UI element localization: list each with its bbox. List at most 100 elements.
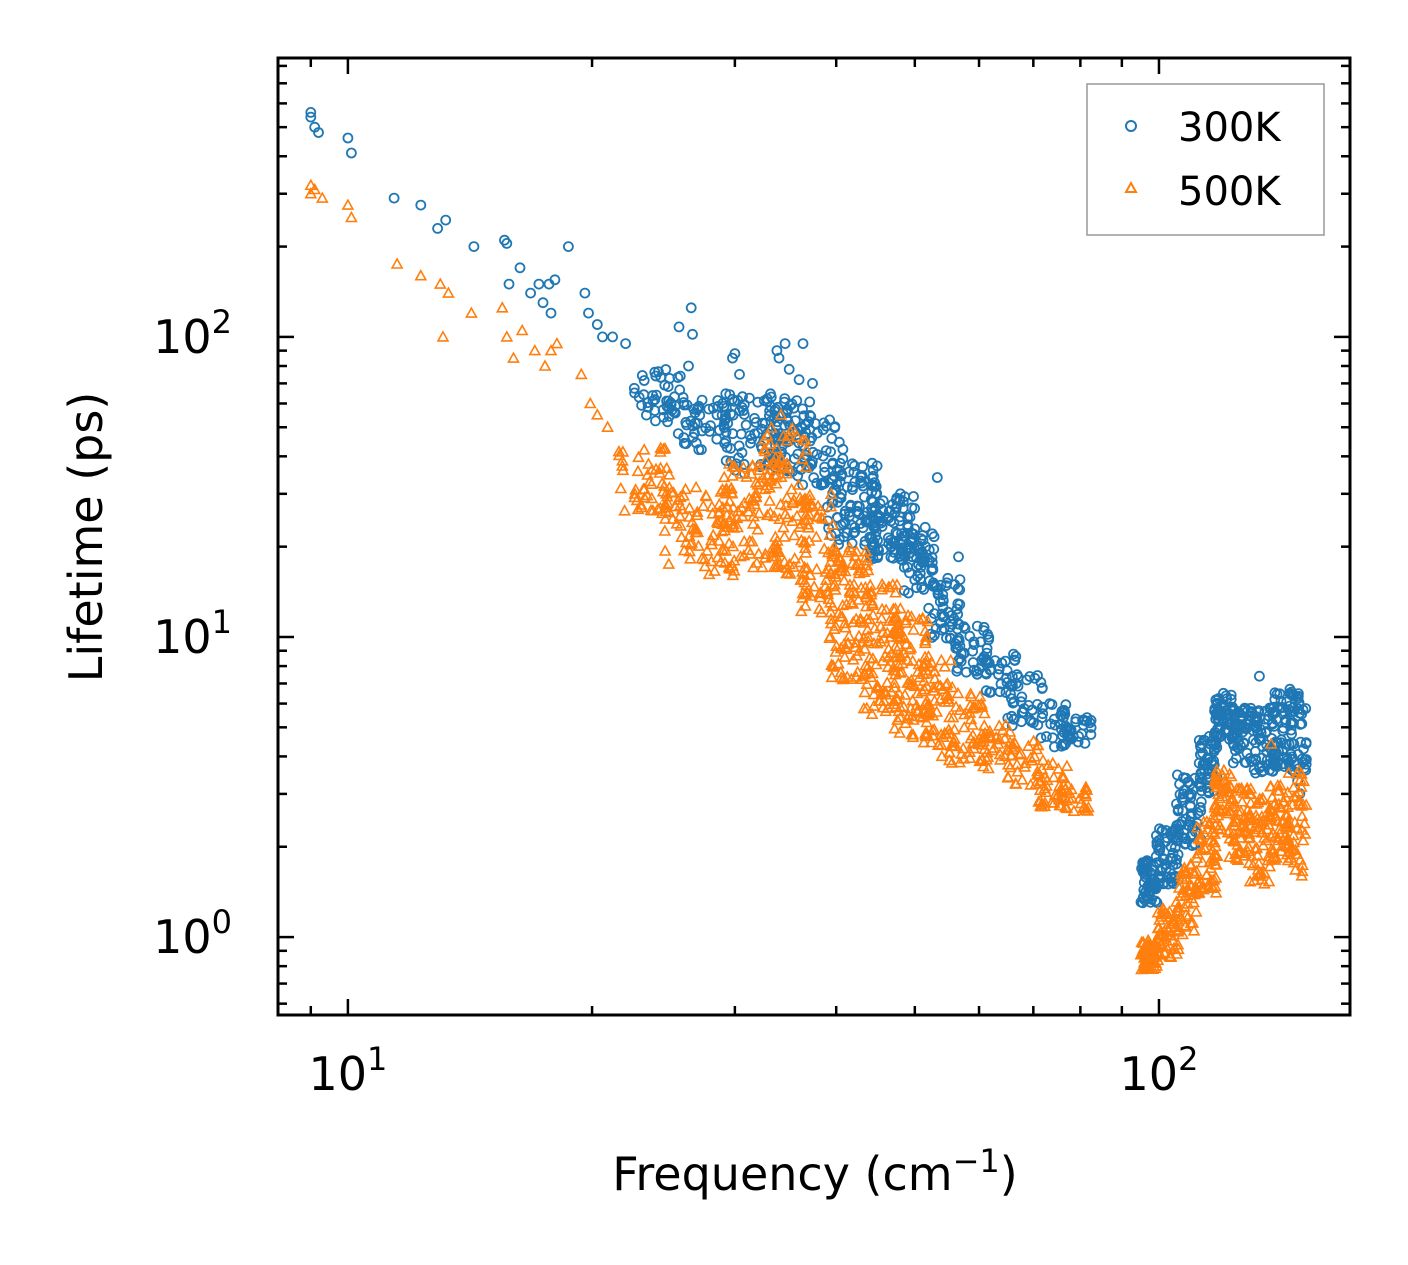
point-500k <box>1189 905 1203 917</box>
point-500k <box>913 670 926 683</box>
point-500k <box>866 608 880 620</box>
point-300k <box>876 521 888 532</box>
point-300k <box>867 464 879 476</box>
y-tick-label: 102 <box>153 303 232 364</box>
point-500k <box>1207 847 1221 859</box>
point-300k <box>771 345 783 357</box>
point-500k <box>992 719 1006 731</box>
point-300k <box>636 399 647 411</box>
point-500k <box>972 737 986 750</box>
point-300k <box>896 528 907 539</box>
point-500k <box>942 753 956 766</box>
point-300k <box>720 435 732 447</box>
point-300k <box>942 572 954 584</box>
point-300k <box>514 262 526 274</box>
point-500k <box>751 523 765 535</box>
point-300k <box>1217 713 1228 724</box>
point-500k <box>1253 792 1267 804</box>
point-300k <box>1250 737 1262 749</box>
point-300k <box>1000 687 1012 698</box>
point-500k <box>708 564 721 576</box>
point-500k <box>780 467 794 479</box>
point-500k <box>852 566 866 579</box>
point-300k <box>859 491 870 503</box>
point-500k <box>550 336 564 349</box>
point-500k <box>683 552 697 564</box>
point-300k <box>978 625 990 636</box>
point-300k <box>945 616 956 627</box>
point-500k <box>1287 780 1300 793</box>
point-300k <box>1285 724 1297 736</box>
point-300k <box>1285 748 1297 760</box>
point-500k <box>1243 787 1256 799</box>
point-500k <box>737 548 751 561</box>
point-300k <box>808 472 820 484</box>
point-300k <box>660 364 672 375</box>
point-500k <box>1208 811 1221 823</box>
point-500k <box>1008 736 1021 748</box>
point-500k <box>673 509 687 522</box>
point-500k <box>414 269 428 281</box>
point-500k <box>642 457 655 469</box>
point-300k <box>923 602 935 614</box>
point-500k <box>1056 790 1070 803</box>
point-500k <box>744 467 758 479</box>
point-500k <box>918 683 931 695</box>
point-500k <box>879 603 893 615</box>
point-500k <box>833 563 847 576</box>
point-500k <box>768 456 781 468</box>
point-300k <box>980 667 992 679</box>
point-300k <box>968 636 980 648</box>
point-300k <box>841 481 853 493</box>
point-500k <box>1271 831 1285 843</box>
point-300k <box>1267 718 1278 730</box>
point-500k <box>658 524 672 536</box>
point-300k <box>1145 896 1156 908</box>
point-500k <box>898 631 911 644</box>
point-300k <box>834 457 846 469</box>
point-300k <box>872 550 884 561</box>
point-500k <box>1195 843 1209 856</box>
point-300k <box>848 466 860 478</box>
point-300k <box>1154 842 1166 853</box>
point-500k <box>799 433 812 446</box>
point-300k <box>1162 878 1174 890</box>
point-300k <box>1276 745 1288 757</box>
point-300k <box>1297 756 1309 768</box>
point-500k <box>1135 962 1148 975</box>
point-500k <box>1151 939 1165 952</box>
point-500k <box>802 521 815 533</box>
y-tick-label: 100 <box>153 903 232 964</box>
point-300k <box>1300 737 1312 748</box>
point-500k <box>726 539 740 552</box>
point-500k <box>1196 855 1210 868</box>
point-500k <box>1012 748 1026 760</box>
point-300k <box>653 366 664 378</box>
point-500k <box>1277 795 1291 807</box>
point-500k <box>1190 851 1204 863</box>
point-300k <box>975 636 986 648</box>
point-300k <box>885 551 897 563</box>
point-500k <box>660 461 674 474</box>
point-500k <box>734 501 748 513</box>
point-500k <box>759 454 772 466</box>
point-500k <box>826 659 840 671</box>
point-500k <box>614 481 628 494</box>
point-500k <box>679 535 693 548</box>
point-500k <box>645 491 659 504</box>
point-300k <box>1023 700 1034 711</box>
point-500k <box>823 528 837 541</box>
point-500k <box>934 692 948 704</box>
point-500k <box>942 695 956 707</box>
point-500k <box>1060 801 1074 814</box>
point-300k <box>779 396 790 408</box>
point-300k <box>769 405 780 417</box>
point-500k <box>829 645 843 657</box>
point-500k <box>780 561 794 573</box>
point-300k <box>305 111 317 123</box>
point-500k <box>315 191 329 203</box>
point-500k <box>865 707 879 720</box>
point-500k <box>870 681 884 694</box>
point-300k <box>1024 671 1036 682</box>
point-300k <box>1079 737 1091 749</box>
